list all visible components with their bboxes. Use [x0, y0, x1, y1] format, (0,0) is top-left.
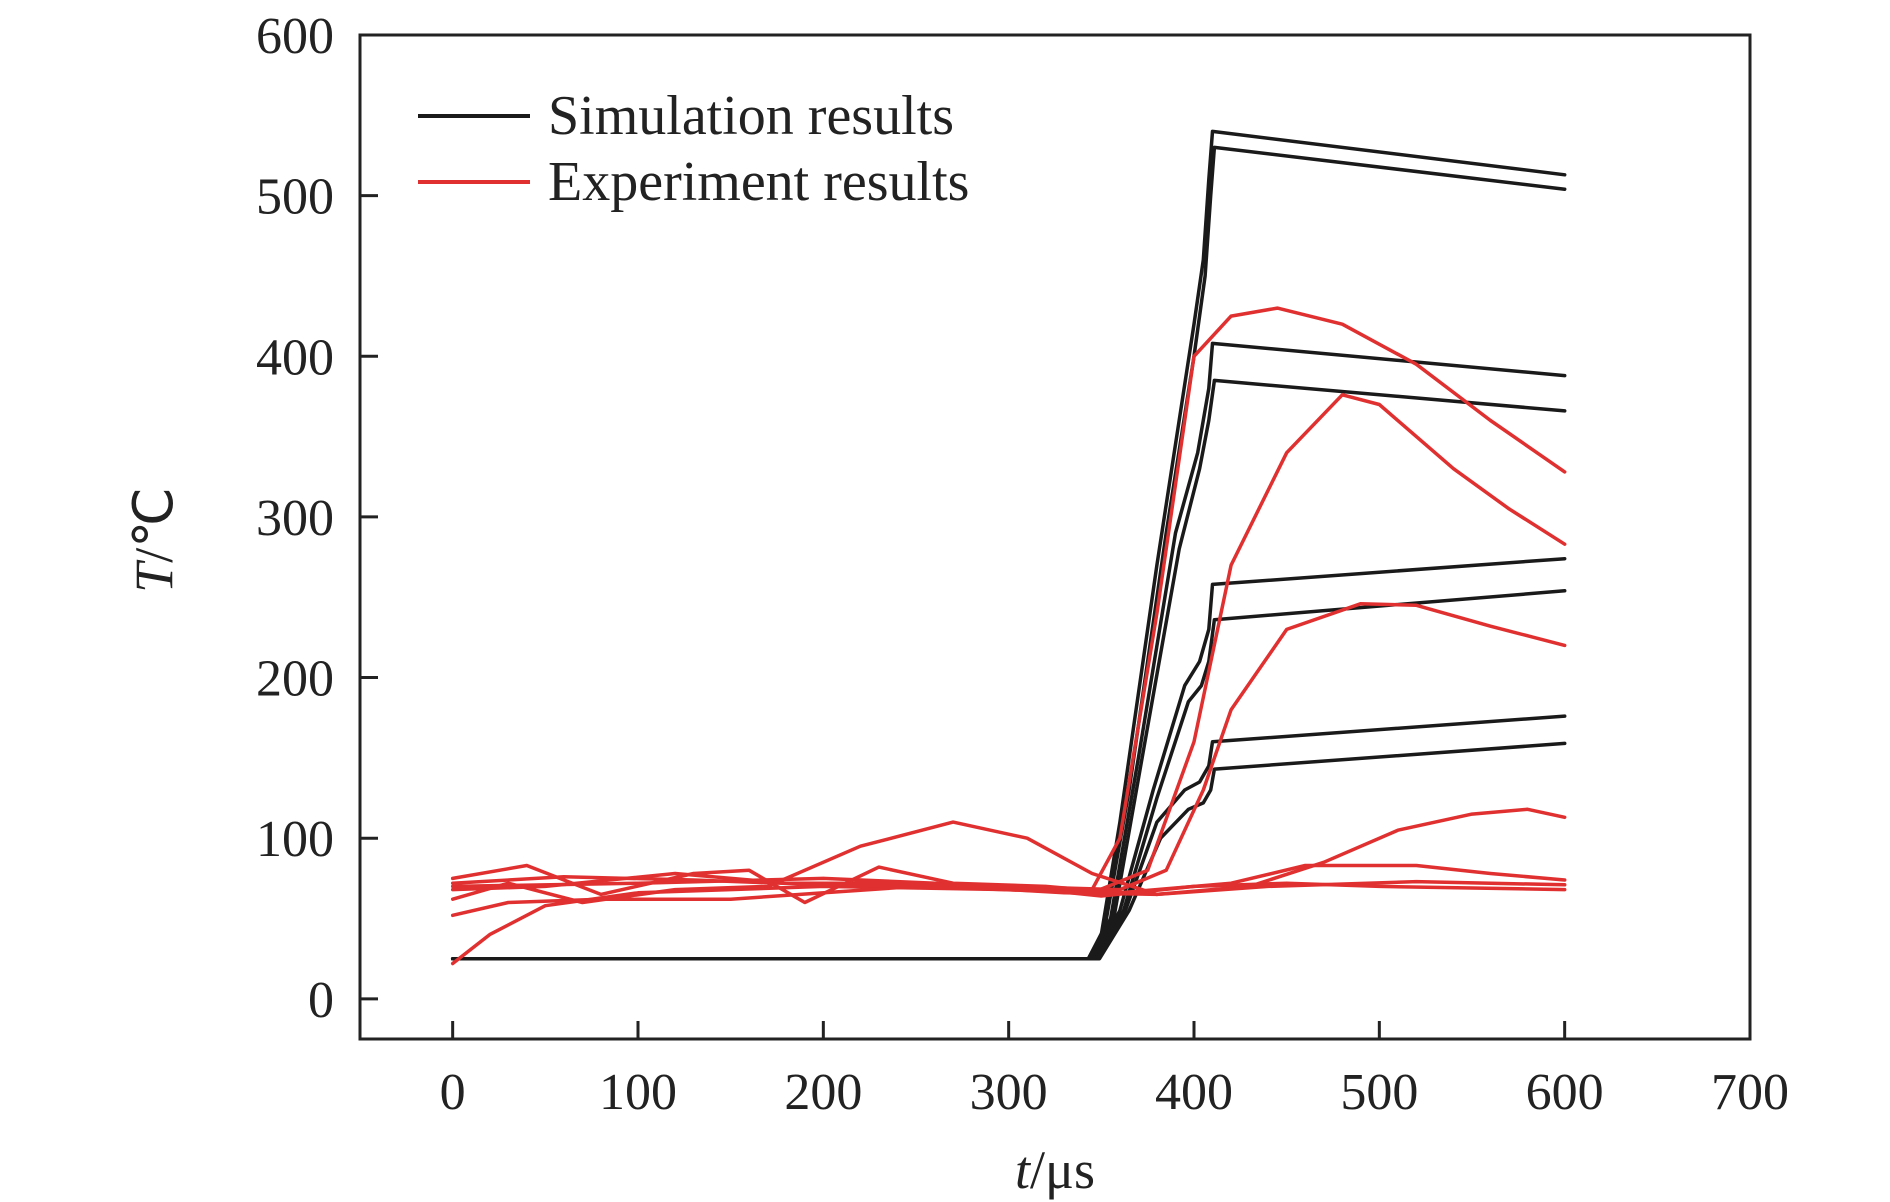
- x-tick-label: 600: [1526, 1064, 1604, 1121]
- x-tick-label: 500: [1340, 1064, 1418, 1121]
- y-tick-label: 0: [308, 972, 334, 1029]
- legend-label-experiment: Experiment results: [548, 151, 969, 213]
- legend: Simulation results Experiment results: [418, 85, 969, 213]
- x-tick-label: 700: [1711, 1064, 1789, 1121]
- legend-label-simulation: Simulation results: [548, 85, 954, 147]
- x-tick-label: 100: [599, 1064, 677, 1121]
- experiment-series-line: [450, 875, 1567, 897]
- simulation-series-line: [450, 378, 1567, 961]
- experiment-series-line: [450, 393, 1567, 918]
- simulation-series-line: [450, 714, 1567, 961]
- x-axis-label-var: t: [1015, 1140, 1032, 1200]
- simulation-series-line: [450, 145, 1567, 961]
- y-tick-label: 500: [256, 169, 334, 226]
- y-tick-label: 100: [256, 811, 334, 868]
- simulation-series-line: [450, 741, 1567, 961]
- y-axis-label: T/℃: [124, 487, 184, 593]
- x-tick-label: 0: [440, 1064, 466, 1121]
- y-axis-label-var: T: [124, 559, 184, 593]
- x-tick-label: 400: [1155, 1064, 1233, 1121]
- x-axis-label-unit: /μs: [1030, 1140, 1095, 1200]
- experiment-series-line: [450, 807, 1567, 905]
- x-tick-label: 300: [970, 1064, 1048, 1121]
- y-axis-label-unit: /℃: [124, 487, 184, 563]
- series-layer: [450, 129, 1567, 966]
- y-tick-label: 600: [256, 8, 334, 65]
- x-axis: 0 100 200 300 400 500 600 700: [440, 1021, 1789, 1121]
- simulation-series-line: [450, 556, 1567, 961]
- y-tick-label: 200: [256, 651, 334, 708]
- y-tick-label: 300: [256, 490, 334, 547]
- x-tick-label: 200: [784, 1064, 862, 1121]
- plot-frame: [358, 33, 1752, 1041]
- experiment-series-line: [450, 601, 1567, 892]
- x-axis-label: t/μs: [1015, 1140, 1095, 1200]
- y-axis: 0 100 200 300 400 500 600: [256, 8, 378, 1029]
- y-tick-label: 400: [256, 329, 334, 386]
- simulation-series-line: [450, 589, 1567, 961]
